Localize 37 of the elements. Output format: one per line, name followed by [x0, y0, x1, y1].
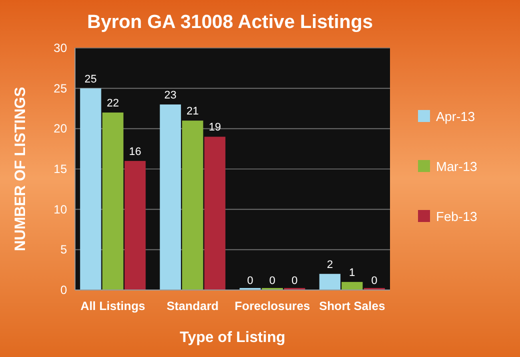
- y-tick-label: 15: [54, 162, 68, 176]
- data-label: 1: [349, 266, 356, 279]
- data-label: 0: [371, 275, 378, 287]
- data-label: 23: [164, 89, 177, 102]
- y-axis-title: NUMBER OF LISTINGS: [12, 86, 29, 252]
- bar: [80, 88, 102, 290]
- bar: [160, 104, 181, 290]
- y-tick-label: 30: [54, 41, 68, 55]
- data-label: 25: [84, 73, 97, 86]
- y-tick-label: 0: [60, 283, 68, 297]
- y-tick-label: 20: [54, 122, 68, 136]
- bar: [319, 274, 340, 290]
- x-tick-label: Short Sales: [319, 299, 386, 313]
- x-axis-title: Type of Listing: [180, 329, 286, 346]
- legend-label: Apr-13: [436, 109, 476, 124]
- bar: [204, 136, 226, 290]
- data-label: 0: [292, 275, 298, 287]
- data-label: 0: [247, 275, 254, 287]
- x-tick-label: All Listings: [80, 299, 146, 313]
- chart-title: Byron GA 31008 Active Listings: [87, 12, 373, 33]
- x-tick-label: Foreclosures: [234, 299, 310, 313]
- bar: [102, 112, 124, 290]
- data-label: 21: [186, 106, 199, 118]
- x-tick-label: Standard: [166, 299, 219, 313]
- legend-label: Feb-13: [436, 209, 478, 224]
- data-label: 16: [128, 146, 142, 158]
- data-label: 0: [269, 275, 276, 287]
- bar: [182, 120, 204, 290]
- bar: [342, 282, 363, 290]
- y-tick-label: 5: [60, 242, 68, 257]
- data-label: 19: [208, 122, 221, 134]
- data-label: 22: [106, 98, 120, 110]
- y-tick-label: 25: [54, 81, 68, 96]
- y-tick-label: 10: [54, 202, 68, 216]
- bar: [124, 160, 146, 290]
- legend-label: Mar-13: [436, 159, 478, 174]
- data-label: 2: [326, 258, 333, 271]
